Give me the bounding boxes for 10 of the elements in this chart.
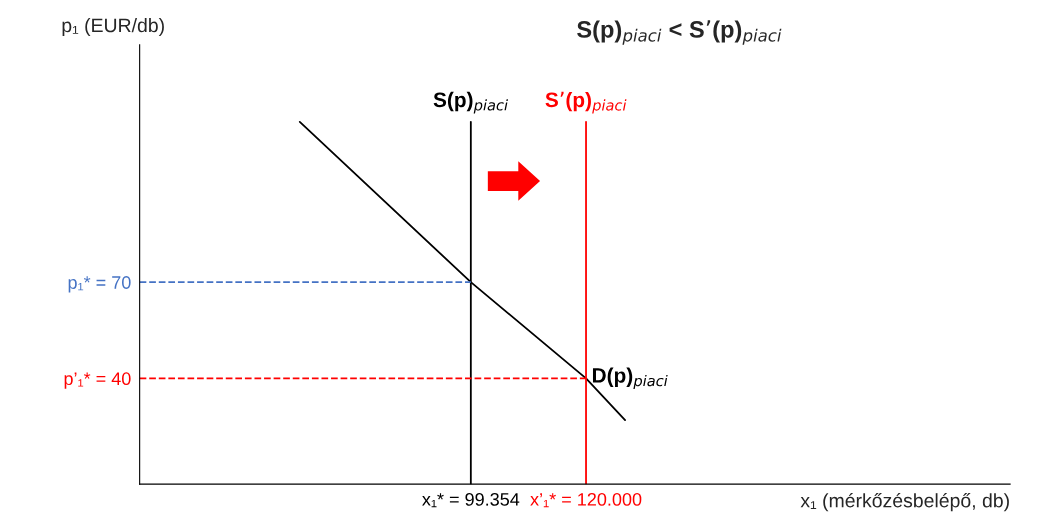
series-label: S’(p)$_{piaci}$ [545,91,627,114]
y-tick-label: p’₁* = 40 [64,372,131,389]
x-tick-label: x₁* = 99.354 [422,492,520,508]
series-label: D(p)$_{piaci}$ [592,367,668,390]
chart-title: S(p)$_{piaci}$ < S’(p)$_{piaci}$ [577,20,782,45]
x-tick-label: x’₁* = 120.000 [530,492,642,508]
x-axis-title: x₁ (mérkőzésbelépő, db) [800,492,1009,512]
series-label: S(p)$_{piaci}$ [433,91,508,114]
y-tick-label: p₁* = 70 [68,276,131,293]
y-axis-title: p₁ (EUR/db) [62,17,164,37]
